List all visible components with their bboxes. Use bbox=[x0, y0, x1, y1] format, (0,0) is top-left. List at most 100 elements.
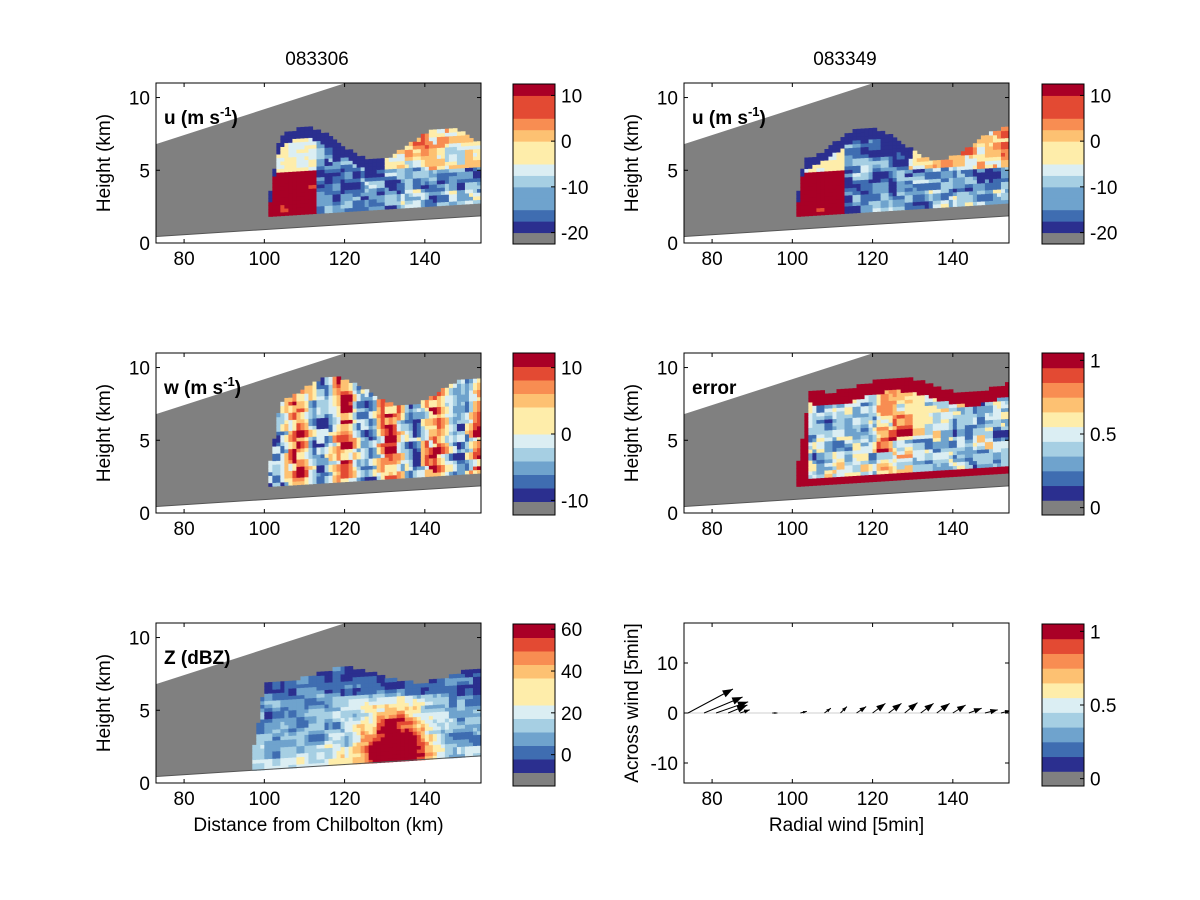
data-cell bbox=[924, 456, 930, 461]
data-cell bbox=[888, 174, 894, 179]
data-cell bbox=[448, 463, 454, 469]
data-cell bbox=[312, 198, 318, 204]
data-cell bbox=[896, 399, 902, 405]
data-cell bbox=[816, 171, 822, 176]
data-cell bbox=[996, 426, 1002, 431]
data-cell bbox=[808, 211, 813, 217]
data-cell bbox=[312, 381, 318, 386]
data-cell bbox=[916, 172, 922, 177]
data-cell bbox=[396, 200, 402, 206]
data-cell bbox=[444, 168, 450, 173]
data-cell bbox=[276, 212, 281, 217]
data-cell bbox=[376, 191, 382, 196]
data-cell bbox=[264, 729, 269, 734]
data-cell bbox=[912, 424, 918, 429]
data-cell bbox=[944, 451, 950, 456]
data-cell bbox=[300, 126, 306, 132]
data-cell bbox=[872, 171, 878, 176]
data-cell bbox=[456, 178, 462, 184]
data-cell bbox=[372, 454, 378, 459]
data-cell bbox=[872, 397, 878, 402]
data-cell bbox=[440, 406, 446, 411]
data-cell bbox=[844, 187, 850, 192]
data-cell bbox=[288, 145, 294, 151]
data-cell bbox=[1000, 404, 1006, 409]
data-cell bbox=[992, 134, 998, 139]
data-cell bbox=[984, 405, 990, 410]
data-cell bbox=[856, 431, 862, 436]
data-cell bbox=[896, 198, 902, 204]
data-cell bbox=[392, 471, 398, 476]
data-cell bbox=[384, 449, 390, 454]
data-cell bbox=[284, 746, 290, 751]
data-cell bbox=[448, 452, 454, 458]
data-cell bbox=[296, 397, 302, 402]
data-cell bbox=[880, 448, 886, 453]
data-cell bbox=[288, 757, 294, 762]
data-cell bbox=[404, 430, 410, 435]
data-cell bbox=[864, 153, 870, 158]
data-cell bbox=[836, 414, 842, 419]
data-cell bbox=[876, 192, 882, 198]
data-cell bbox=[280, 714, 285, 719]
data-cell bbox=[960, 439, 966, 444]
data-cell bbox=[276, 153, 281, 159]
data-cell bbox=[828, 407, 834, 413]
data-cell bbox=[900, 158, 906, 163]
data-cell bbox=[452, 197, 458, 202]
data-cell bbox=[300, 199, 306, 204]
data-cell bbox=[392, 405, 398, 410]
data-cell bbox=[896, 439, 902, 445]
data-cell bbox=[432, 457, 438, 462]
data-cell bbox=[852, 406, 858, 411]
data-cell bbox=[864, 186, 870, 191]
data-cell bbox=[368, 428, 374, 434]
data-cell bbox=[384, 464, 390, 469]
data-cell bbox=[332, 413, 338, 418]
data-cell bbox=[976, 420, 982, 425]
data-cell bbox=[876, 462, 882, 468]
data-cell bbox=[860, 128, 866, 133]
data-cell bbox=[476, 170, 481, 175]
data-cell bbox=[316, 450, 322, 455]
data-cell bbox=[292, 760, 298, 765]
data-cell bbox=[908, 413, 914, 418]
data-cell bbox=[364, 181, 370, 186]
data-cell bbox=[432, 464, 438, 470]
data-cell bbox=[380, 190, 386, 196]
data-cell bbox=[388, 438, 394, 443]
data-cell bbox=[852, 150, 858, 156]
data-cell bbox=[392, 423, 398, 429]
data-cell bbox=[412, 167, 418, 172]
data-cell bbox=[300, 137, 306, 143]
data-cell bbox=[976, 172, 982, 177]
data-cell bbox=[460, 459, 466, 464]
data-cell bbox=[452, 186, 458, 191]
data-cell bbox=[296, 459, 302, 464]
data-cell bbox=[816, 156, 822, 162]
data-cell bbox=[956, 399, 962, 404]
data-cell bbox=[404, 426, 410, 431]
data-cell bbox=[856, 467, 862, 473]
data-cell bbox=[324, 183, 330, 188]
data-cell bbox=[940, 447, 946, 453]
data-cell bbox=[796, 212, 801, 217]
data-cell bbox=[928, 390, 934, 395]
data-cell bbox=[864, 431, 870, 436]
data-cell bbox=[828, 156, 834, 161]
data-cell bbox=[408, 185, 414, 190]
data-cell bbox=[896, 191, 902, 196]
data-cell bbox=[304, 480, 310, 485]
data-cell bbox=[304, 166, 310, 171]
data-cell bbox=[940, 411, 946, 416]
data-cell bbox=[984, 452, 990, 457]
data-cell bbox=[912, 420, 918, 425]
data-cell bbox=[804, 456, 809, 461]
data-cell bbox=[288, 709, 294, 715]
data-cell bbox=[388, 431, 394, 436]
data-cell bbox=[348, 189, 354, 194]
data-cell bbox=[400, 156, 406, 162]
panel-label-text: w (m s bbox=[163, 378, 223, 399]
data-cell bbox=[392, 456, 398, 461]
data-cell bbox=[304, 137, 310, 142]
